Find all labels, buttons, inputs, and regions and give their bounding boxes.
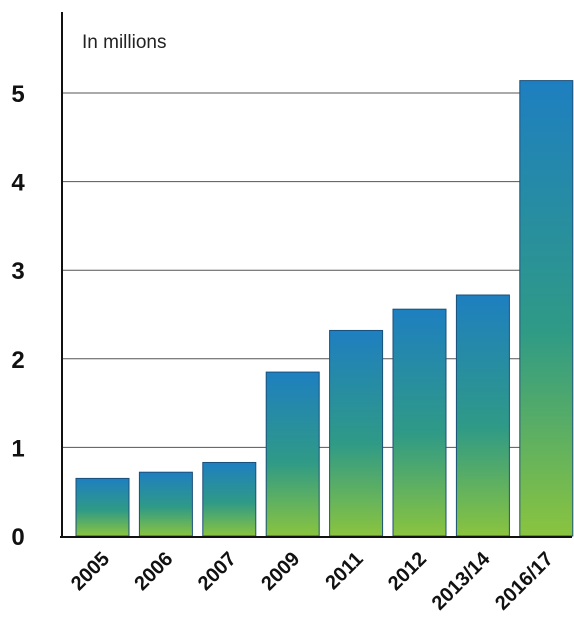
x-tick-label: 2005	[67, 548, 114, 595]
axes	[60, 12, 572, 538]
x-tick-label: 2012	[384, 548, 431, 595]
bar-2009	[265, 371, 320, 537]
x-tick-label: 2016/17	[491, 548, 558, 615]
y-tick-label: 2	[11, 347, 24, 374]
bars	[75, 80, 574, 537]
bar-2016-17	[519, 80, 574, 537]
bar-2007	[202, 461, 257, 537]
y-tick-label: 4	[11, 170, 25, 197]
bar-2005	[75, 477, 130, 537]
bar-2006	[138, 471, 193, 537]
unit-label: In millions	[82, 32, 166, 53]
bar-2013-14	[455, 294, 510, 537]
bar-2012	[392, 308, 447, 537]
x-tick-label: 2013/14	[428, 547, 495, 614]
bar-2011	[329, 329, 384, 537]
x-tick-label: 2011	[321, 548, 367, 594]
x-tick-label: 2006	[130, 548, 177, 595]
y-tick-label: 5	[11, 81, 24, 108]
x-tick-label: 2007	[194, 548, 241, 595]
y-tick-label: 3	[11, 258, 24, 285]
y-tick-label: 0	[11, 524, 24, 551]
y-tick-labels: 0 1 2 3 4 5	[11, 81, 25, 551]
x-tick-label: 2009	[257, 548, 304, 595]
y-tick-label: 1	[11, 435, 24, 462]
